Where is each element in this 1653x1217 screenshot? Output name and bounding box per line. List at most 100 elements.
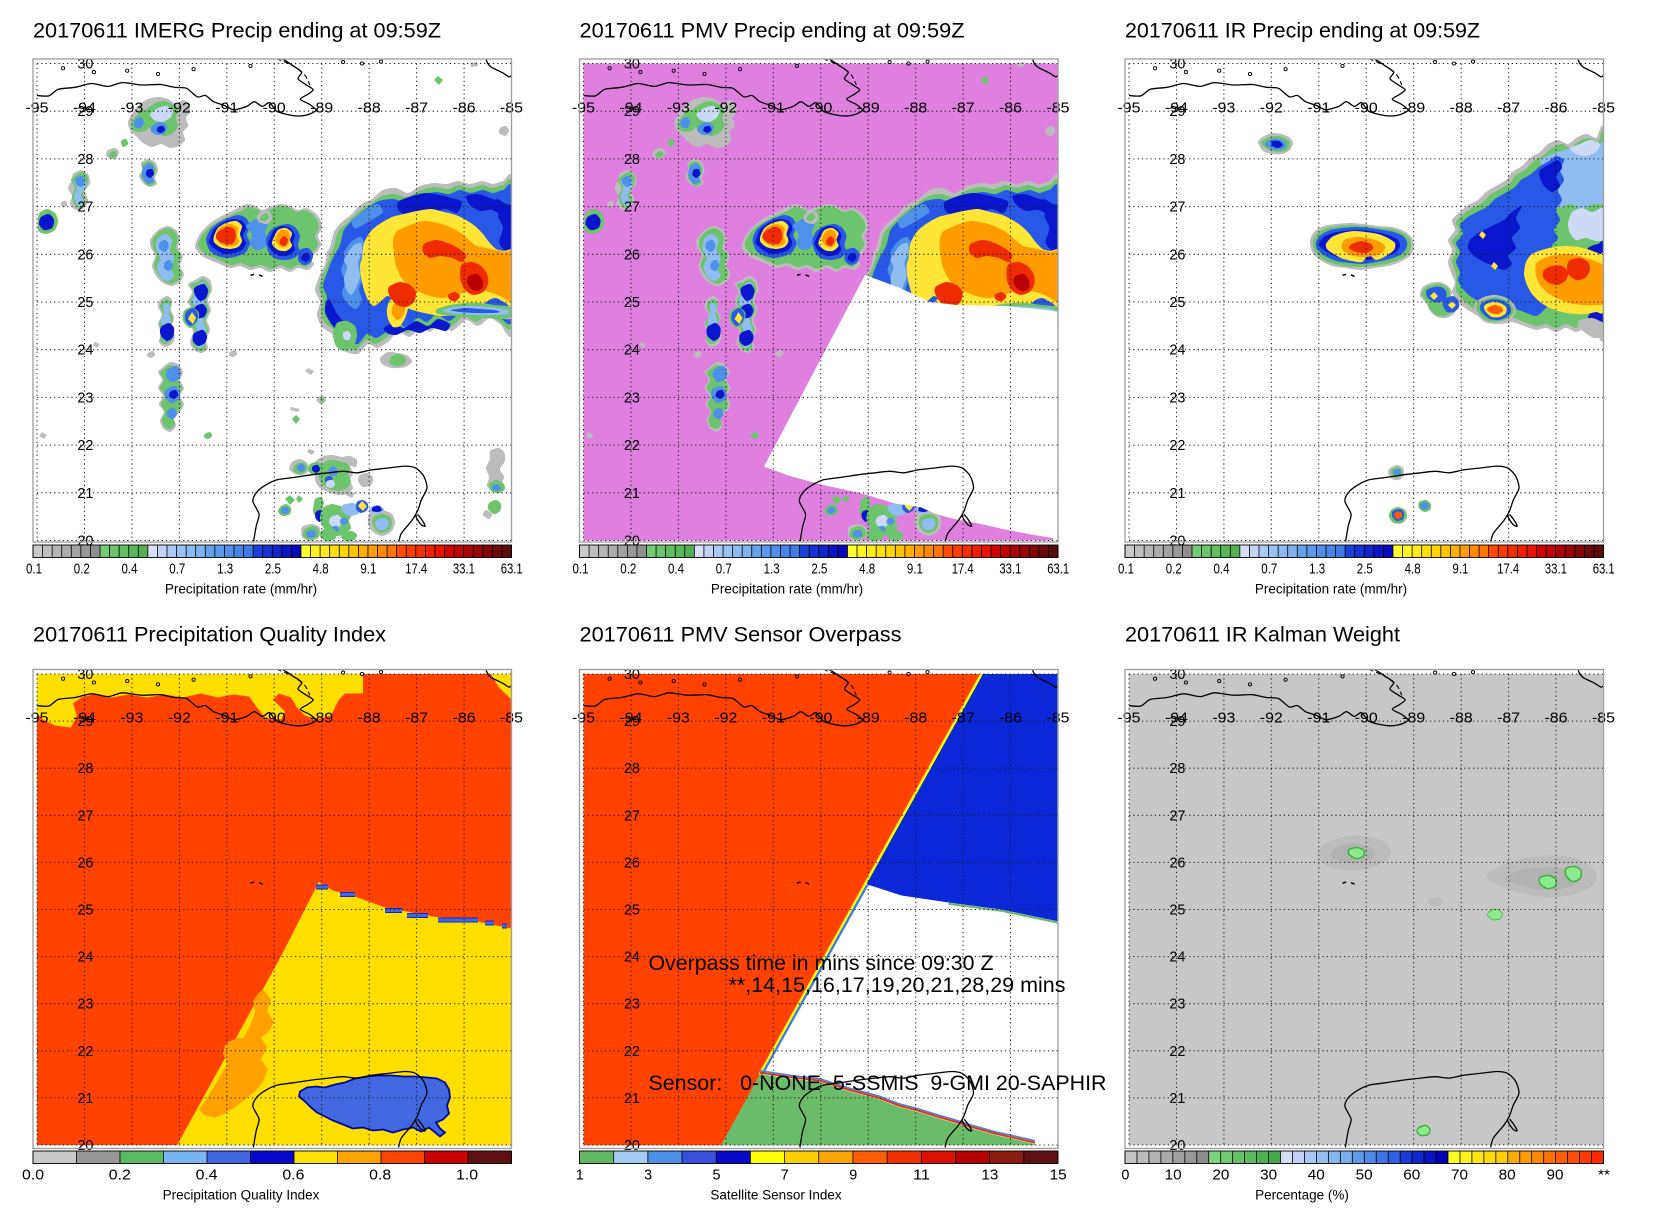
svg-text:0.4: 0.4	[1214, 562, 1230, 578]
svg-text:-94: -94	[73, 710, 96, 727]
svg-text:-87: -87	[1497, 100, 1520, 117]
svg-text:-86: -86	[999, 710, 1022, 727]
svg-text:23: 23	[77, 996, 93, 1013]
svg-text:23: 23	[624, 996, 640, 1013]
svg-text:20: 20	[77, 1137, 93, 1154]
svg-text:26: 26	[77, 854, 93, 871]
svg-text:-94: -94	[1165, 710, 1188, 727]
svg-text:21: 21	[624, 1090, 640, 1107]
svg-text:-88: -88	[1450, 710, 1473, 727]
svg-text:30: 30	[1260, 1168, 1277, 1184]
svg-text:30: 30	[1169, 666, 1185, 683]
svg-text:28: 28	[624, 151, 640, 168]
svg-text:28: 28	[624, 760, 640, 777]
svg-text:0.7: 0.7	[1261, 562, 1277, 578]
svg-text:-89: -89	[857, 710, 880, 727]
svg-text:29: 29	[77, 713, 93, 730]
svg-text:26: 26	[77, 246, 93, 263]
svg-text:**,14,15,16,17,19,20,21,28,29: **,14,15,16,17,19,20,21,28,29 mins	[729, 974, 1066, 997]
svg-text:30: 30	[624, 666, 640, 683]
svg-text:20170611 PMV Precip ending at: 20170611 PMV Precip ending at 09:59Z	[580, 18, 965, 43]
svg-text:22: 22	[624, 1043, 640, 1060]
svg-text:90: 90	[1547, 1168, 1564, 1184]
svg-text:-89: -89	[310, 710, 333, 727]
svg-text:-88: -88	[904, 710, 927, 727]
svg-text:23: 23	[1169, 389, 1185, 406]
svg-text:-90: -90	[809, 710, 832, 727]
svg-text:-95: -95	[1118, 100, 1141, 117]
svg-text:17.4: 17.4	[1497, 562, 1519, 578]
svg-text:-91: -91	[1307, 710, 1330, 727]
svg-text:1.3: 1.3	[217, 562, 233, 578]
svg-text:-87: -87	[1497, 710, 1520, 727]
svg-text:1.3: 1.3	[1309, 562, 1325, 578]
svg-text:-91: -91	[1307, 100, 1330, 117]
svg-text:24: 24	[624, 949, 640, 966]
svg-text:22: 22	[624, 437, 640, 454]
svg-text:22: 22	[77, 437, 93, 454]
svg-text:-93: -93	[120, 710, 143, 727]
svg-text:40: 40	[1308, 1168, 1325, 1184]
svg-text:2.5: 2.5	[265, 562, 281, 578]
svg-text:23: 23	[624, 389, 640, 406]
svg-text:23: 23	[1169, 996, 1185, 1013]
svg-text:-88: -88	[358, 710, 381, 727]
svg-text:Satellite Sensor Index: Satellite Sensor Index	[710, 1188, 842, 1203]
svg-text:-89: -89	[1402, 710, 1425, 727]
svg-text:25: 25	[1169, 902, 1185, 919]
svg-text:0.4: 0.4	[122, 562, 138, 578]
svg-text:27: 27	[624, 807, 640, 824]
svg-text:24: 24	[77, 342, 93, 359]
svg-text:30: 30	[77, 56, 93, 73]
svg-text:33.1: 33.1	[1545, 562, 1567, 578]
svg-text:Precipitation rate (mm/hr): Precipitation rate (mm/hr)	[711, 582, 863, 597]
svg-text:27: 27	[1169, 807, 1185, 824]
svg-text:-92: -92	[1260, 100, 1283, 117]
svg-text:30: 30	[624, 56, 640, 73]
svg-text:63.1: 63.1	[501, 562, 523, 578]
svg-text:26: 26	[624, 246, 640, 263]
svg-text:26: 26	[1169, 246, 1185, 263]
svg-text:29: 29	[77, 103, 93, 120]
svg-text:-92: -92	[714, 100, 737, 117]
svg-text:24: 24	[624, 342, 640, 359]
svg-text:0.2: 0.2	[620, 562, 636, 578]
svg-text:-94: -94	[620, 100, 643, 117]
svg-text:-92: -92	[168, 710, 191, 727]
svg-text:22: 22	[77, 1043, 93, 1060]
svg-text:28: 28	[77, 151, 93, 168]
svg-text:24: 24	[1169, 949, 1185, 966]
svg-text:Percentage (%): Percentage (%)	[1255, 1188, 1349, 1203]
svg-text:22: 22	[1169, 437, 1185, 454]
svg-text:9.1: 9.1	[907, 562, 923, 578]
svg-text:**: **	[1598, 1168, 1610, 1184]
svg-text:-95: -95	[26, 100, 49, 117]
svg-text:-90: -90	[1355, 100, 1378, 117]
svg-text:-86: -86	[1545, 710, 1568, 727]
svg-text:26: 26	[624, 854, 640, 871]
svg-text:-91: -91	[762, 710, 785, 727]
svg-text:60: 60	[1403, 1168, 1420, 1184]
svg-text:0.1: 0.1	[573, 562, 589, 578]
svg-text:63.1: 63.1	[1593, 562, 1615, 578]
svg-text:-95: -95	[26, 710, 49, 727]
svg-text:20170611 PMV Sensor Overpass: 20170611 PMV Sensor Overpass	[580, 622, 902, 647]
svg-text:Precipitation rate (mm/hr): Precipitation rate (mm/hr)	[165, 582, 317, 597]
svg-text:20170611 Precipitation Quality: 20170611 Precipitation Quality Index	[33, 622, 386, 647]
svg-text:30: 30	[1169, 56, 1185, 73]
svg-text:-86: -86	[453, 100, 476, 117]
svg-text:-93: -93	[667, 710, 690, 727]
svg-text:30: 30	[77, 666, 93, 683]
svg-text:Precipitation Quality Index: Precipitation Quality Index	[163, 1188, 320, 1203]
svg-text:-91: -91	[215, 710, 238, 727]
svg-text:33.1: 33.1	[999, 562, 1021, 578]
svg-text:2.5: 2.5	[811, 562, 827, 578]
svg-text:-87: -87	[952, 100, 975, 117]
svg-text:27: 27	[624, 199, 640, 216]
svg-text:-87: -87	[405, 710, 428, 727]
svg-text:Sensor: 0-NONE 5-SSMIS 9-G: Sensor: 0-NONE 5-SSMIS 9-GMI 20-SAPHIR	[649, 1072, 1107, 1095]
svg-text:28: 28	[1169, 760, 1185, 777]
svg-text:20170611 IR Precip ending at 0: 20170611 IR Precip ending at 09:59Z	[1125, 18, 1480, 43]
svg-text:21: 21	[77, 485, 93, 502]
svg-text:-95: -95	[1118, 710, 1141, 727]
